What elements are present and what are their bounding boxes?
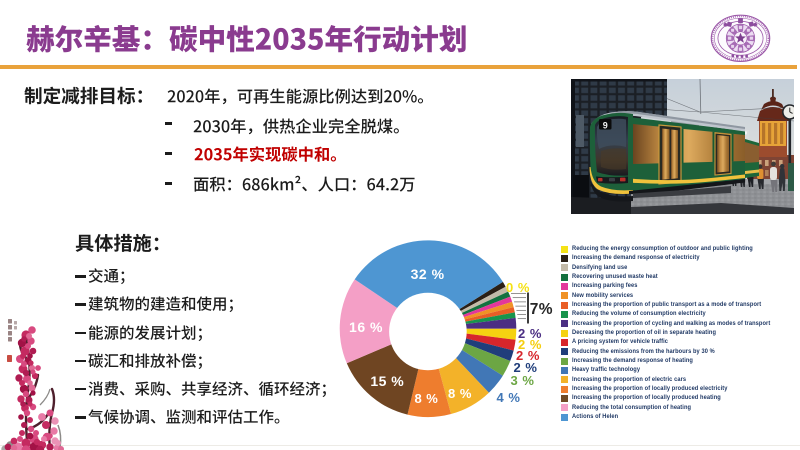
svg-text:9: 9 [603,120,608,130]
